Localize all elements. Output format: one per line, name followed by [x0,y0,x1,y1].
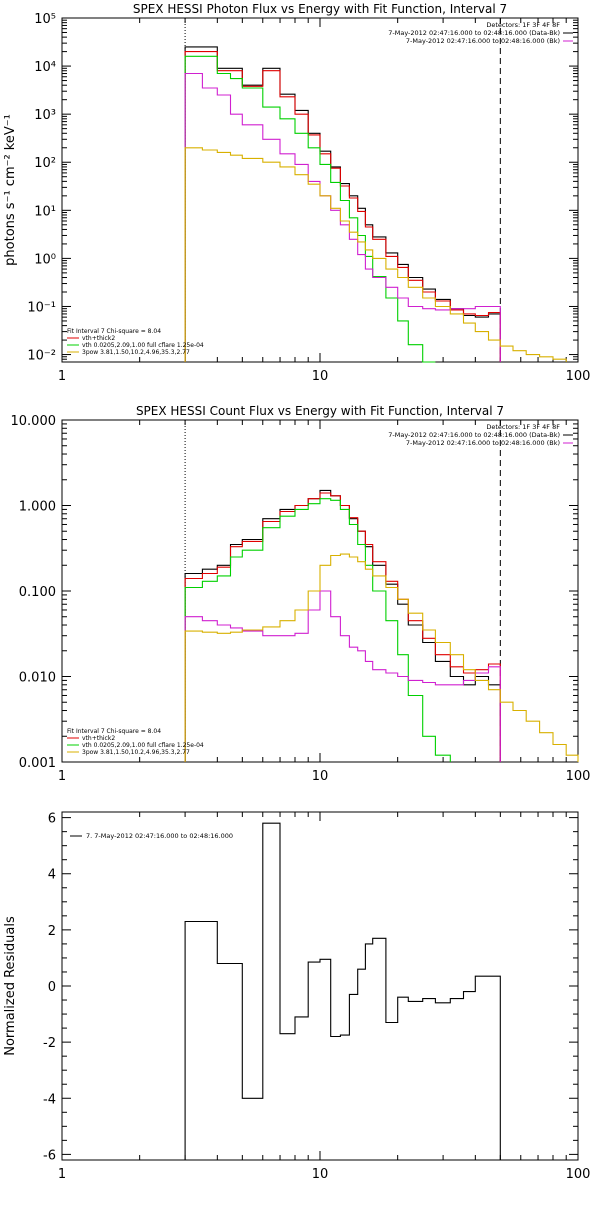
legend-entry: 7-May-2012 02:47:16.000 to 02:48:16.000 … [388,431,560,439]
x-tick-label: 10 [312,769,329,784]
series-line-1-2 [184,51,501,362]
legend-entry: Fit Interval 7 Chi-square = 8.04 [67,328,161,335]
series-line-1-3 [184,55,436,363]
legend-entry: 3pow 3.81,1.50,10.2,4.96,35.3,2.77 [82,749,190,756]
y-tick-label: 0.100 [19,585,56,600]
series-line-1-5 [184,147,567,362]
y-tick-label: 10⁴ [34,60,56,75]
x-tick-label: 1 [58,1167,66,1182]
legend-entry: Fit Interval 7 Chi-square = 8.04 [67,728,161,735]
series-line-3-1 [184,822,501,1160]
x-tick-label: 100 [566,1167,591,1182]
y-tick-label: 10.000 [11,414,57,429]
legend-entry: vth 0.0205,2.09,1.00 full cflare 1.25e-0… [82,342,204,349]
y-tick-label: 10⁵ [34,12,56,27]
legend-entry: 3pow 3.81,1.50,10.2,4.96,35.3,2.77 [82,349,190,356]
series-line-1-4 [184,72,501,362]
y-axis-label: Normalized Residuals [3,916,18,1056]
y-axis-label: photons s⁻¹ cm⁻² keV⁻¹ [3,114,18,266]
x-tick-label: 100 [566,369,591,384]
y-tick-label: 2 [48,924,56,939]
y-tick-label: 10⁻² [27,349,56,364]
y-tick-label: 6 [48,812,56,827]
y-tick-label: 10² [34,156,56,171]
y-tick-label: -4 [43,1092,56,1107]
x-tick-label: 10 [312,1167,329,1182]
series-line-2-3 [184,498,451,762]
y-tick-label: 10¹ [34,204,56,219]
legend-entry: 7-May-2012 02:47:16.000 to 02:48:16.000 … [388,29,560,37]
legend-entry: 7. 7-May-2012 02:47:16.000 to 02:48:16.0… [86,832,233,840]
legend-entry: 7-May-2012 02:47:16.000 to 02:48:16.000 … [406,439,560,447]
y-tick-label: 10³ [34,108,56,123]
y-tick-label: 4 [48,868,56,883]
y-tick-label: 0 [48,980,56,995]
series-line-1-1 [184,46,501,362]
series-line-2-4 [184,590,501,762]
legend-entry: 7-May-2012 02:47:16.000 to 02:48:16.000 … [406,37,560,45]
y-tick-label: -6 [43,1148,56,1163]
chart-title-2: SPEX HESSI Count Flux vs Energy with Fit… [136,404,504,418]
legend-entry: vth 0.0205,2.09,1.00 full cflare 1.25e-0… [82,742,204,749]
series-line-2-5 [184,553,579,762]
y-tick-label: -2 [43,1036,56,1051]
x-tick-label: 100 [566,769,591,784]
y-tick-label: 1.000 [19,500,56,515]
y-tick-label: 0.001 [19,756,56,771]
x-tick-label: 1 [58,369,66,384]
legend-entry: Detectors: 1F 3F 4F 8F [486,21,560,29]
legend-entry: vth+thick2 [82,335,115,342]
legend-entry: vth+thick2 [82,735,115,742]
y-tick-label: 10⁰ [34,252,56,267]
series-line-2-2 [184,492,501,762]
x-tick-label: 1 [58,769,66,784]
series-line-2-1 [184,489,501,762]
y-tick-label: 10⁻¹ [27,300,56,315]
chart-title-1: SPEX HESSI Photon Flux vs Energy with Fi… [133,2,507,16]
legend-entry: Detectors: 1F 3F 4F 8F [486,423,560,431]
x-tick-label: 10 [312,369,329,384]
y-tick-label: 0.010 [19,671,56,686]
